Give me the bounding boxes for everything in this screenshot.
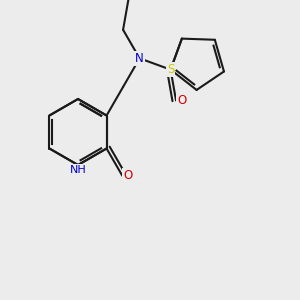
Text: S: S xyxy=(167,63,174,76)
Text: N: N xyxy=(135,52,144,65)
Text: O: O xyxy=(124,169,133,182)
Text: NH: NH xyxy=(70,165,86,175)
Text: O: O xyxy=(177,94,187,107)
